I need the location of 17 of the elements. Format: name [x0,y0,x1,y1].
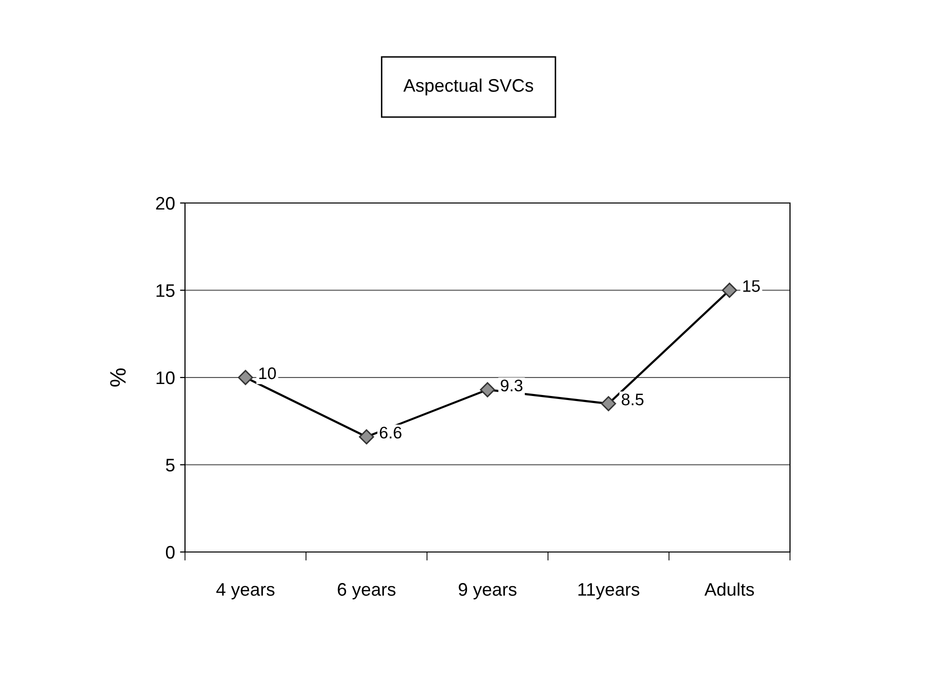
y-axis-title: % [110,368,126,387]
y-tick-label: 15 [156,284,175,297]
x-tick-label: 11years [578,583,640,600]
data-label: 10 [259,367,276,380]
data-label: 15 [743,280,760,292]
y-tick-label: 5 [166,458,175,472]
y-tick-label: 10 [156,371,175,384]
x-tick-label: 4 years [216,583,274,600]
chart-title: Aspectual SVCs [403,78,534,96]
y-tick-label: 0 [166,546,175,559]
y-tick-label: 20 [156,196,175,210]
x-tick-label: 6 years [338,583,396,600]
data-label: 6.6 [380,426,402,439]
x-tick-label: Adults [704,582,754,596]
x-tick-label: 9 years [458,583,516,600]
data-label: 8.5 [622,394,644,406]
data-label: 9.3 [500,380,522,392]
